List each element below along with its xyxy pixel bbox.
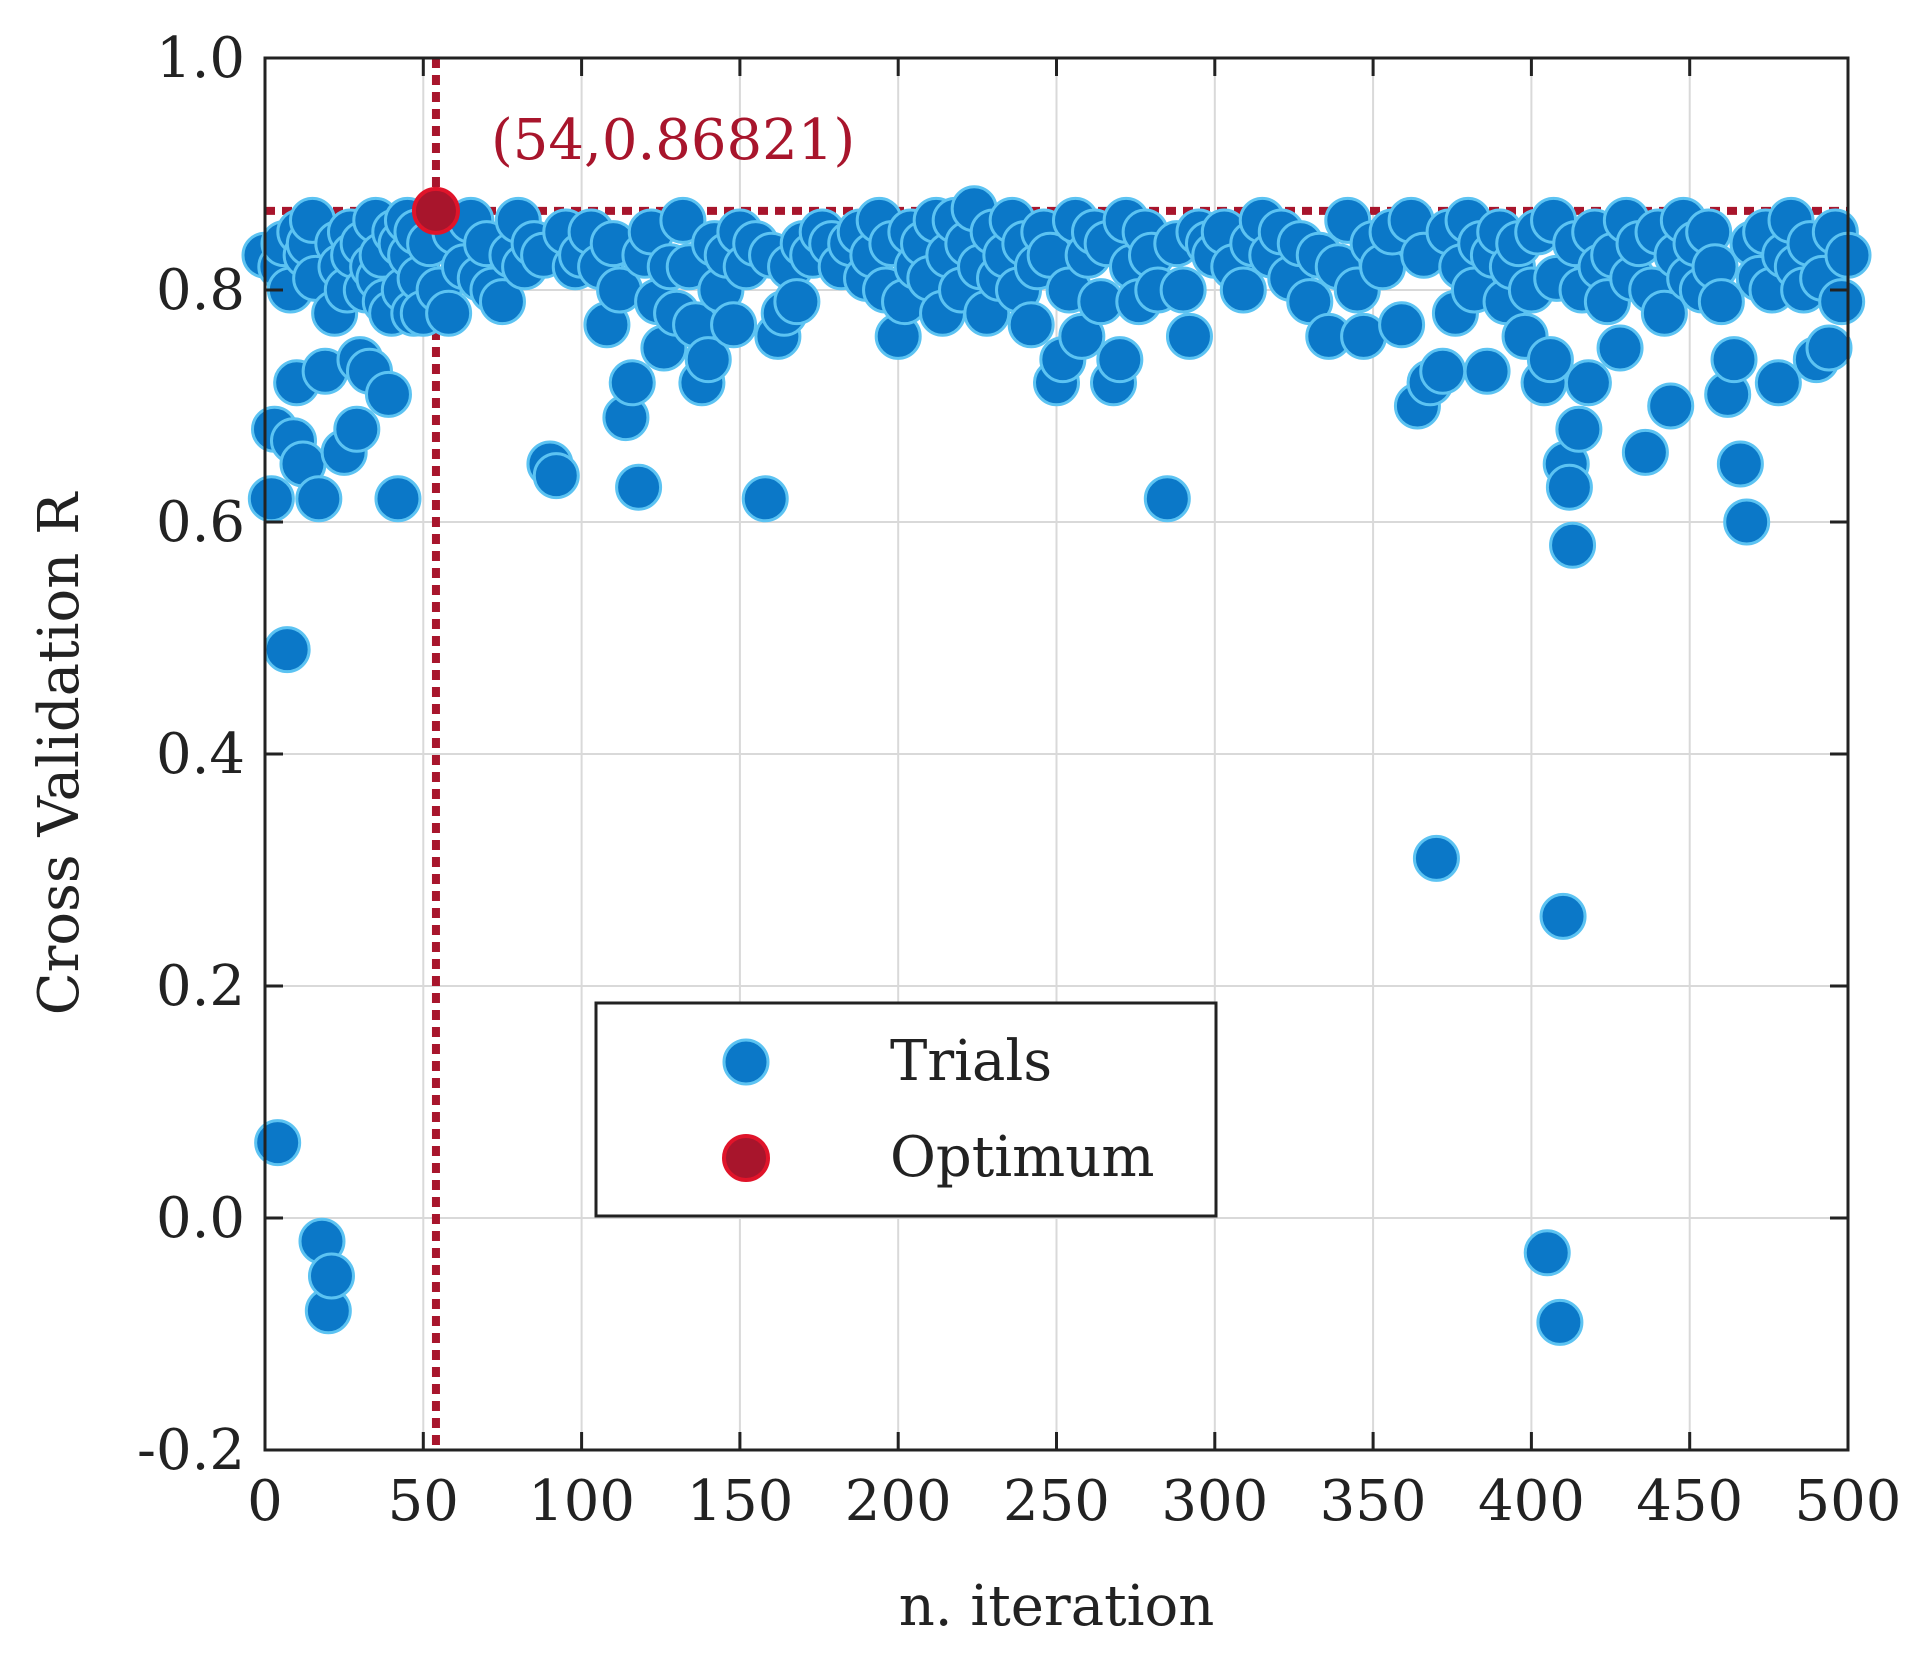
y-tick-label: 1.0 — [156, 26, 245, 91]
trial-point — [1754, 359, 1802, 407]
trial-point — [1697, 278, 1745, 326]
x-tick-label: 450 — [1636, 1469, 1743, 1534]
trial-point — [684, 336, 732, 384]
x-tick-label: 200 — [845, 1469, 952, 1534]
trial-points — [241, 185, 1872, 1346]
optimum-point — [411, 186, 460, 235]
legend-marker-trials — [722, 1038, 770, 1086]
y-axis-title: Cross Validation R — [27, 491, 92, 1015]
x-tick-label: 100 — [528, 1469, 635, 1534]
x-tick-label: 400 — [1478, 1469, 1585, 1534]
trial-point — [1723, 498, 1771, 546]
trial-point — [1647, 382, 1695, 430]
trial-point — [478, 278, 526, 326]
x-tick-label: 0 — [247, 1469, 283, 1534]
y-tick-label: 0.8 — [156, 258, 245, 323]
trial-point — [1539, 892, 1587, 940]
x-tick-label: 300 — [1161, 1469, 1268, 1534]
x-tick-label: 250 — [1003, 1469, 1110, 1534]
trial-point — [1463, 347, 1511, 395]
trial-point — [659, 196, 707, 244]
trial-point — [364, 370, 412, 418]
trial-point — [1526, 336, 1574, 384]
trial-point — [1159, 266, 1207, 314]
trial-point — [307, 1252, 355, 1300]
trial-point — [254, 1119, 302, 1167]
trial-point — [1549, 521, 1597, 569]
y-tick-label: 0.0 — [156, 1186, 245, 1251]
x-tick-label: 50 — [388, 1469, 459, 1534]
y-tick-label: 0.6 — [156, 490, 245, 555]
optimum-annotation: (54,0.86821) — [491, 108, 855, 173]
trial-point — [1640, 289, 1688, 337]
trial-point — [615, 463, 663, 511]
trial-point — [263, 626, 311, 674]
trial-point — [1621, 428, 1669, 476]
legend-box — [594, 1001, 1218, 1218]
trial-point — [710, 301, 758, 349]
x-tick-label: 350 — [1320, 1469, 1427, 1534]
trial-point — [1096, 336, 1144, 384]
y-tick-label: 0.4 — [156, 722, 245, 787]
trial-point — [1710, 336, 1758, 384]
x-axis-title: n. iteration — [899, 1574, 1215, 1639]
legend-label-trials: Trials — [890, 1029, 1052, 1094]
trial-point — [333, 405, 381, 453]
trial-point — [741, 475, 789, 523]
trial-point — [532, 452, 580, 500]
trial-point — [425, 289, 473, 337]
x-tick-label: 500 — [1795, 1469, 1902, 1534]
trial-point — [1545, 463, 1593, 511]
trial-point — [1555, 405, 1603, 453]
trial-point — [773, 278, 821, 326]
trial-point — [1007, 301, 1055, 349]
trial-point — [1818, 278, 1866, 326]
trial-point — [1419, 347, 1467, 395]
y-tick-label: -0.2 — [137, 1418, 245, 1483]
trial-point — [295, 475, 343, 523]
tick-labels: 0 50 100 150 200 250 300 350 400 450 500 -0.2 0.0 0.2… — [137, 26, 1901, 1534]
y-tick-label: 0.2 — [156, 954, 245, 1019]
optimum-point-group — [411, 186, 460, 235]
trial-point — [1378, 301, 1426, 349]
trial-point — [1165, 312, 1213, 360]
trial-point — [1523, 1229, 1571, 1277]
trial-point — [247, 475, 295, 523]
legend-marker-optimum — [722, 1134, 770, 1182]
trial-point — [1219, 266, 1267, 314]
trial-point — [608, 359, 656, 407]
trial-point — [1143, 475, 1191, 523]
axis-ticks — [263, 56, 1850, 1452]
trial-point — [1805, 324, 1853, 372]
trial-point — [1536, 1298, 1584, 1346]
legend-label-optimum: Optimum — [890, 1125, 1154, 1190]
legend: Trials Optimum — [594, 1001, 1218, 1218]
x-tick-label: 150 — [686, 1469, 793, 1534]
trial-point — [1412, 834, 1460, 882]
trial-point — [374, 475, 422, 523]
trial-point — [1564, 359, 1612, 407]
trial-point — [1596, 324, 1644, 372]
trial-point — [1716, 440, 1764, 488]
